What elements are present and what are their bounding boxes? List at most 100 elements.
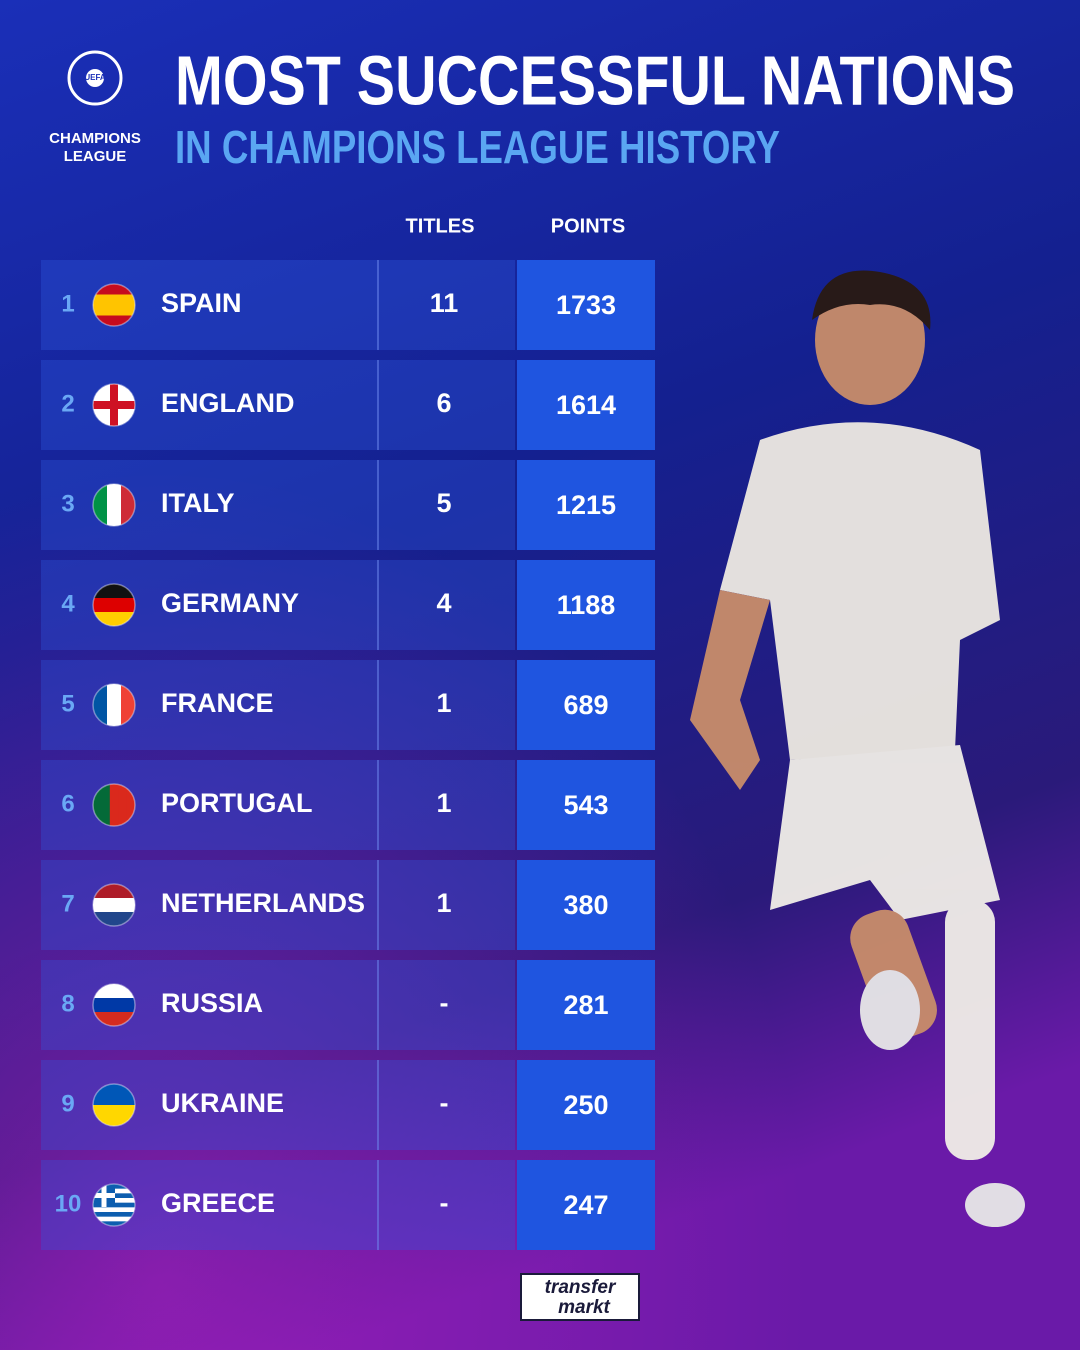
flag-stripe <box>93 784 102 826</box>
points-cell <box>517 460 655 550</box>
points-cell <box>517 560 655 650</box>
titles: 11 <box>430 288 459 318</box>
flag <box>93 284 135 326</box>
flag-stripe <box>93 294 135 306</box>
flag-stripe <box>107 484 122 526</box>
flag-stripe <box>93 912 135 926</box>
country: GREECE <box>161 1188 275 1218</box>
points-cell <box>517 1060 655 1150</box>
logo-line: UEFA <box>84 73 106 82</box>
points-cell <box>517 860 655 950</box>
brand-text: markt <box>558 1297 610 1318</box>
flag-stripe <box>93 284 135 295</box>
player-figure <box>690 270 1025 1227</box>
points: 1614 <box>556 390 616 420</box>
flag-stripe <box>93 584 135 599</box>
flag-stripe <box>109 784 119 826</box>
flag-stripe <box>118 784 128 826</box>
rank: 7 <box>61 890 74 917</box>
titles: 4 <box>436 588 451 618</box>
logo-line: CHAMPIONS <box>49 130 141 147</box>
titles: - <box>440 1188 449 1218</box>
titles: 5 <box>436 488 451 518</box>
points-cell <box>517 760 655 850</box>
titles: 1 <box>436 688 451 718</box>
flag-stripe <box>101 784 111 826</box>
column-header: POINTS <box>551 215 625 237</box>
logo: UEFA CHAMPIONS LEAGUE <box>49 50 141 165</box>
points: 1733 <box>556 290 616 320</box>
flag-stripe <box>93 1084 135 1106</box>
flag-ring <box>92 883 136 927</box>
rank: 10 <box>55 1190 82 1217</box>
flag-ring <box>92 583 136 627</box>
flag-ring <box>92 983 136 1027</box>
flag <box>93 784 135 826</box>
flag-stripe <box>107 684 122 726</box>
points: 1188 <box>557 590 616 620</box>
flag <box>93 584 135 626</box>
rank: 1 <box>61 290 74 317</box>
rank: 9 <box>61 1090 74 1117</box>
flag-stripe <box>93 484 108 526</box>
flag-stripe <box>93 898 135 913</box>
brand-box <box>520 1273 640 1321</box>
titles: 1 <box>436 788 451 818</box>
flag-ring <box>92 1183 136 1227</box>
rank: 8 <box>61 990 74 1017</box>
country: PORTUGAL <box>161 788 313 818</box>
rank: 4 <box>61 590 75 617</box>
flag-stripe <box>93 684 108 726</box>
points-cell <box>517 260 655 350</box>
brand-logo: transfer markt <box>520 1273 640 1321</box>
titles: 1 <box>436 888 451 918</box>
titles: 6 <box>436 388 451 418</box>
flag-ring <box>92 283 136 327</box>
flag-stripe <box>121 684 135 726</box>
flag-stripe <box>93 998 135 1013</box>
flag-stripe <box>93 1212 135 1218</box>
flag-stripe <box>126 784 135 826</box>
flag <box>93 484 135 526</box>
points-cell <box>517 960 655 1050</box>
country: NETHERLANDS <box>161 888 365 918</box>
flag <box>93 684 135 726</box>
points: 1215 <box>556 490 616 520</box>
titles: - <box>440 1088 449 1118</box>
country: ENGLAND <box>161 388 295 418</box>
country: FRANCE <box>161 688 274 718</box>
flag-ring <box>92 483 136 527</box>
flag-stripe <box>93 984 135 999</box>
country: RUSSIA <box>161 988 263 1018</box>
points-cell <box>517 660 655 750</box>
points: 247 <box>563 1190 608 1220</box>
points: 689 <box>563 690 608 720</box>
flag-stripe <box>93 305 135 316</box>
rank: 3 <box>61 490 74 517</box>
column-header: TITLES <box>406 215 475 237</box>
flag <box>93 884 135 926</box>
logo-star <box>86 69 104 87</box>
country: UKRAINE <box>161 1088 284 1118</box>
country: SPAIN <box>161 288 242 318</box>
flag-stripe <box>121 484 135 526</box>
flag-stripe <box>93 1221 135 1226</box>
country: GERMANY <box>161 588 299 618</box>
flag-ring <box>92 783 136 827</box>
flag-stripe <box>93 1012 135 1026</box>
flag-ring <box>92 683 136 727</box>
titles: - <box>440 988 449 1018</box>
brand-text: transfer <box>545 1277 617 1298</box>
rank: 6 <box>61 790 74 817</box>
flag-stripe <box>93 1207 135 1213</box>
flag <box>93 984 135 1026</box>
points: 281 <box>563 990 608 1020</box>
points: 250 <box>563 1090 608 1120</box>
points-cell <box>517 1160 655 1250</box>
flag-stripe <box>93 884 135 899</box>
subtitle: IN CHAMPIONS LEAGUE HISTORY <box>175 121 780 173</box>
flag-cross <box>110 384 118 426</box>
